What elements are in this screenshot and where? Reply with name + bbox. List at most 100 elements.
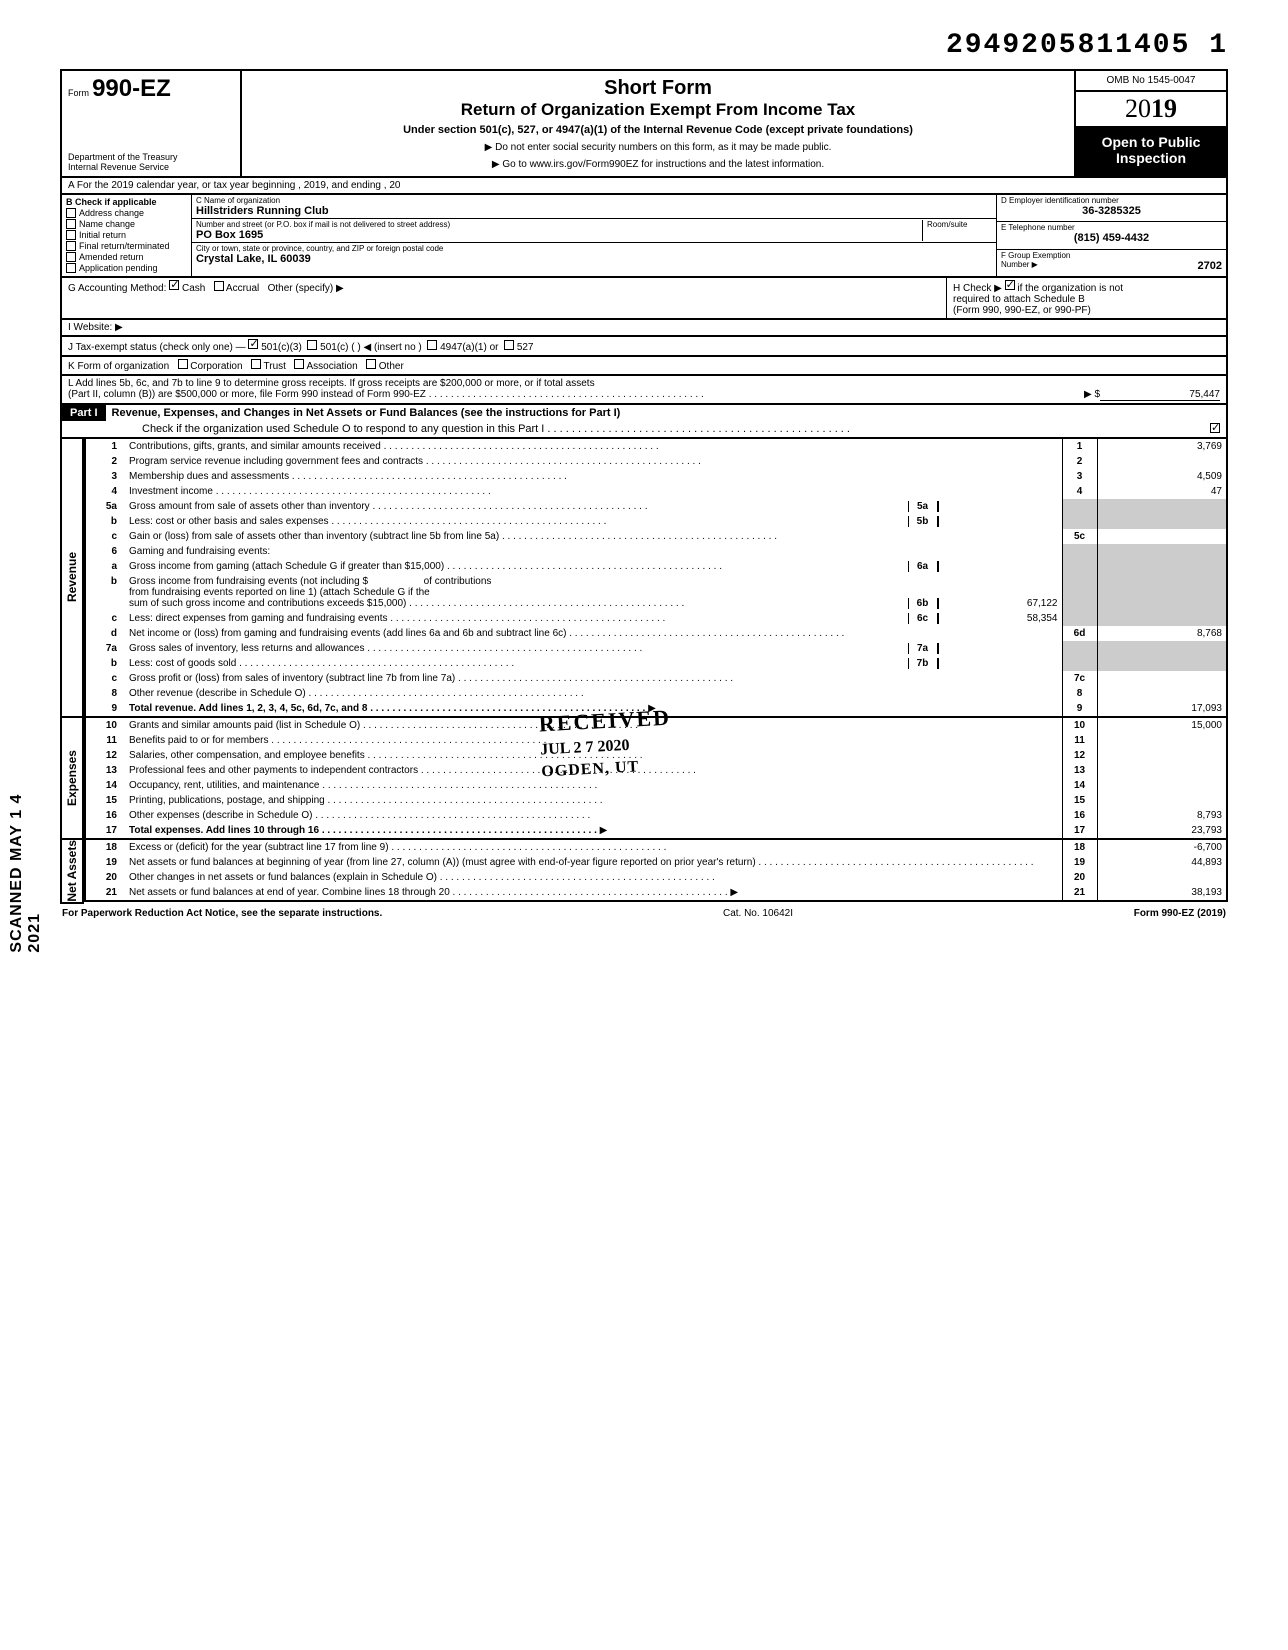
line-1: 1Contributions, gifts, grants, and simil… bbox=[85, 439, 1227, 454]
chk-initial-return[interactable]: Initial return bbox=[66, 230, 187, 240]
part-i-label: Part I bbox=[62, 405, 106, 421]
revenue-label: Revenue bbox=[65, 552, 79, 602]
chk-4947a1[interactable] bbox=[427, 340, 437, 350]
label-501c3: 501(c)(3) bbox=[261, 342, 302, 353]
chk-association[interactable] bbox=[294, 359, 304, 369]
form-header: Form 990-EZ Department of the Treasury I… bbox=[60, 69, 1228, 178]
label-501c: 501(c) ( bbox=[320, 342, 354, 353]
label-4947a1: 4947(a)(1) or bbox=[440, 342, 498, 353]
label-h-text1: if the organization is not bbox=[1017, 283, 1123, 294]
row-g-h: G Accounting Method: Cash Accrual Other … bbox=[60, 278, 1228, 320]
revenue-side-label: Revenue bbox=[60, 439, 84, 718]
revenue-section: Revenue 1Contributions, gifts, grants, a… bbox=[60, 439, 1228, 718]
box-b-header: B Check if applicable bbox=[66, 197, 187, 207]
chk-schedule-o-used[interactable] bbox=[1210, 423, 1220, 433]
chk-address-change[interactable]: Address change bbox=[66, 208, 187, 218]
gross-receipts-amount: 75,447 bbox=[1100, 389, 1220, 401]
line-7a: 7aGross sales of inventory, less returns… bbox=[85, 641, 1227, 656]
label-tax-exempt: J Tax-exempt status (check only one) — bbox=[68, 342, 246, 353]
year-bold: 19 bbox=[1151, 94, 1177, 123]
expenses-section: Expenses 10Grants and similar amounts pa… bbox=[60, 718, 1228, 840]
chk-other-org[interactable] bbox=[366, 359, 376, 369]
row-a-calendar-year: A For the 2019 calendar year, or tax yea… bbox=[60, 178, 1228, 195]
omb-number: OMB No 1545-0047 bbox=[1076, 71, 1226, 92]
checkbox-icon bbox=[66, 241, 76, 251]
chk-cash[interactable] bbox=[169, 280, 179, 290]
line-6: 6Gaming and fundraising events: bbox=[85, 544, 1227, 559]
line-7b: bLess: cost of goods sold7b bbox=[85, 656, 1227, 671]
boxes-b-through-f: B Check if applicable Address change Nam… bbox=[60, 195, 1228, 278]
label-ein: D Employer identification number bbox=[1001, 196, 1222, 205]
chk-501c3[interactable] bbox=[248, 339, 258, 349]
chk-name-change[interactable]: Name change bbox=[66, 219, 187, 229]
box-b: B Check if applicable Address change Nam… bbox=[62, 195, 192, 276]
line-12: 12Salaries, other compensation, and empl… bbox=[85, 748, 1227, 763]
line-20: 20Other changes in net assets or fund ba… bbox=[85, 870, 1227, 885]
row-i-website: I Website: ▶ bbox=[60, 320, 1228, 337]
line-6d: dNet income or (loss) from gaming and fu… bbox=[85, 626, 1227, 641]
row-l-line2: (Part II, column (B)) are $500,000 or mo… bbox=[68, 389, 1084, 401]
part-i-title: Revenue, Expenses, and Changes in Net As… bbox=[106, 405, 1226, 421]
label-group-exemption: F Group Exemption bbox=[1001, 251, 1222, 260]
line-5a: 5aGross amount from sale of assets other… bbox=[85, 499, 1227, 514]
chk-label: Address change bbox=[79, 208, 144, 218]
line-13: 13Professional fees and other payments t… bbox=[85, 763, 1227, 778]
org-name: Hillstriders Running Club bbox=[196, 205, 992, 217]
line-6b: b Gross income from fundraising events (… bbox=[85, 574, 1227, 611]
net-assets-table: 18Excess or (deficit) for the year (subt… bbox=[84, 840, 1228, 902]
arrow-icon: ▶ bbox=[730, 887, 738, 898]
label-other-org: Other bbox=[379, 361, 404, 372]
label-number: Number ▶ bbox=[1001, 260, 1038, 272]
row-l-line1: L Add lines 5b, 6c, and 7b to line 9 to … bbox=[68, 378, 1220, 389]
line-15: 15Printing, publications, postage, and s… bbox=[85, 793, 1227, 808]
chk-label: Amended return bbox=[79, 252, 144, 262]
expenses-side-label: Expenses bbox=[60, 718, 84, 840]
form-label: Form bbox=[68, 88, 89, 98]
line-18: 18Excess or (deficit) for the year (subt… bbox=[85, 840, 1227, 855]
title-short-form: Short Form bbox=[248, 77, 1068, 100]
row-l-arrow: ▶ $ bbox=[1084, 389, 1100, 401]
label-h-text3: (Form 990, 990-EZ, or 990-PF) bbox=[953, 305, 1091, 316]
line-5b: bLess: cost or other basis and sales exp… bbox=[85, 514, 1227, 529]
line-6b-text1: Gross income from fundraising events (no… bbox=[129, 576, 368, 587]
checkbox-icon bbox=[66, 208, 76, 218]
year-prefix: 20 bbox=[1125, 94, 1151, 123]
label-form-organization: K Form of organization bbox=[68, 361, 169, 372]
label-accrual: Accrual bbox=[226, 283, 259, 294]
line-3: 3Membership dues and assessments34,509 bbox=[85, 469, 1227, 484]
subtitle: Under section 501(c), 527, or 4947(a)(1)… bbox=[248, 124, 1068, 136]
line-6a: aGross income from gaming (attach Schedu… bbox=[85, 559, 1227, 574]
part-i-check-line: Check if the organization used Schedule … bbox=[142, 423, 1210, 435]
chk-527[interactable] bbox=[504, 340, 514, 350]
chk-corporation[interactable] bbox=[178, 359, 188, 369]
label-insert-no: ) ◀ (insert no ) bbox=[357, 342, 421, 353]
header-right: OMB No 1545-0047 2019 Open to Public Ins… bbox=[1076, 71, 1226, 176]
checkbox-icon bbox=[66, 252, 76, 262]
open-line1: Open to Public bbox=[1078, 134, 1224, 150]
chk-trust[interactable] bbox=[251, 359, 261, 369]
box-d-e-f: D Employer identification number 36-3285… bbox=[996, 195, 1226, 276]
chk-schedule-b-not-required[interactable] bbox=[1005, 280, 1015, 290]
website-field: I Website: ▶ bbox=[62, 320, 1226, 335]
line-2: 2Program service revenue including gover… bbox=[85, 454, 1227, 469]
label-city: City or town, state or province, country… bbox=[196, 244, 992, 253]
ein: 36-3285325 bbox=[1001, 205, 1222, 217]
chk-label: Application pending bbox=[79, 263, 158, 273]
line-4: 4Investment income447 bbox=[85, 484, 1227, 499]
chk-application-pending[interactable]: Application pending bbox=[66, 263, 187, 273]
label-other-specify: Other (specify) ▶ bbox=[268, 283, 344, 294]
revenue-table: 1Contributions, gifts, grants, and simil… bbox=[84, 439, 1228, 718]
checkbox-icon bbox=[66, 263, 76, 273]
line-16: 16Other expenses (describe in Schedule O… bbox=[85, 808, 1227, 823]
label-phone: E Telephone number bbox=[1001, 223, 1222, 232]
line-5c: cGain or (loss) from sale of assets othe… bbox=[85, 529, 1227, 544]
form-number: 990-EZ bbox=[92, 75, 171, 102]
chk-label: Final return/terminated bbox=[79, 241, 170, 251]
chk-501c[interactable] bbox=[307, 340, 317, 350]
chk-final-return[interactable]: Final return/terminated bbox=[66, 241, 187, 251]
dept-treasury: Department of the Treasury bbox=[68, 152, 234, 162]
chk-label: Initial return bbox=[79, 230, 126, 240]
chk-amended-return[interactable]: Amended return bbox=[66, 252, 187, 262]
chk-accrual[interactable] bbox=[214, 281, 224, 291]
row-l-gross-receipts: L Add lines 5b, 6c, and 7b to line 9 to … bbox=[60, 376, 1228, 405]
